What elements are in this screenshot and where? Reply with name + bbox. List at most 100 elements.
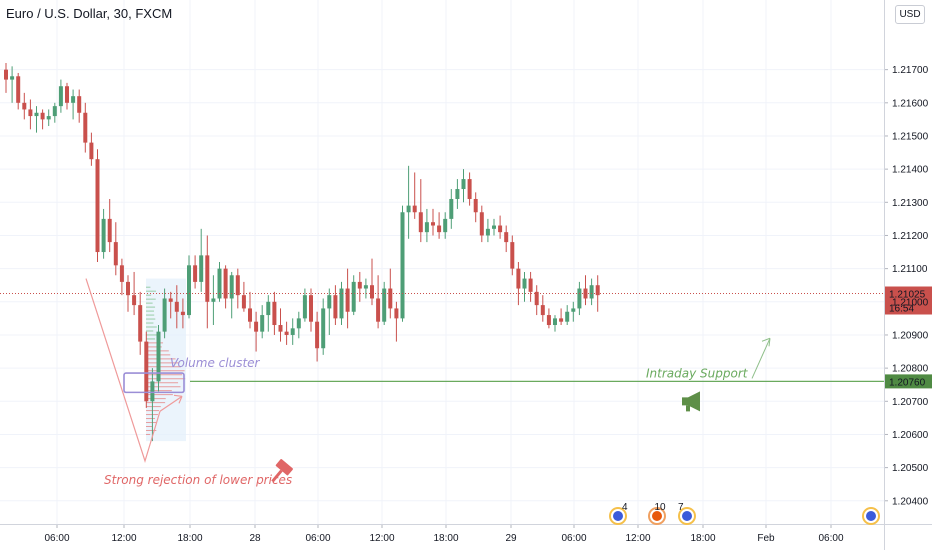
candle [229,271,234,319]
candle-body [479,212,484,236]
candle [400,205,405,322]
event-marker[interactable] [648,507,666,525]
candle [449,189,454,229]
candle-body [431,222,435,226]
event-marker[interactable] [862,507,880,525]
candle [412,172,417,219]
candle [71,89,76,120]
candle [180,298,185,329]
candle [119,258,124,296]
x-tick-label: 06:00 [305,533,330,544]
candle [315,311,320,362]
candle-body [260,315,265,332]
candle [138,291,143,355]
candle-body [235,275,240,296]
candle-body [522,278,527,289]
candle-body [193,265,198,282]
candle-body [333,295,338,319]
support-price-tag: 1.20760 [885,374,932,389]
candle-body [534,291,539,306]
candle-body [58,86,63,107]
candle-body [284,331,289,335]
candle-body [553,318,557,326]
event-marker[interactable] [678,507,696,525]
candle [406,165,411,239]
candle-body [546,315,551,326]
candle [290,318,295,345]
candle [528,271,533,302]
candle [534,285,539,316]
candle [571,301,576,322]
volume-cluster-label: Volume cluster [170,356,261,370]
candle-body [272,301,277,326]
candle-body [223,268,228,299]
candle-body [83,112,88,143]
rejection-label: Strong rejection of lower prices [104,473,292,487]
currency-button[interactable]: USD [895,5,925,24]
candle [327,288,332,335]
candle-body [113,242,118,266]
y-tick-label: 1.21700 [892,65,929,76]
countdown-tag-text: 16:54 [889,304,914,315]
candle [546,308,551,329]
candle [345,268,350,329]
candle [95,149,100,262]
candle-body [400,212,405,319]
candle-body [34,112,39,117]
candle [516,262,521,306]
candles [4,63,600,442]
candle-body [10,76,15,80]
y-tick-label: 1.20800 [892,364,929,375]
candle [46,109,51,127]
x-tick-label: 28 [249,533,261,544]
event-markers: 4 10 7 [609,502,880,525]
support-price-tag-bg [885,374,932,389]
candle-body [406,205,411,213]
candle-body [577,288,582,309]
candle-body [187,265,191,316]
y-tick-label: 1.20400 [892,496,929,507]
megaphone-icon [682,391,700,412]
candle [150,368,155,442]
x-tick-label: 18:00 [433,533,458,544]
candle-body [315,321,320,349]
candle [339,281,344,326]
event-marker[interactable] [609,507,627,525]
candle-body [4,69,8,80]
rejection-arrow [159,395,183,412]
candle-body [138,305,143,342]
candle-body [89,142,94,160]
event-badge: 10 [654,502,666,513]
candle-body [540,305,545,316]
candle [498,215,503,239]
candle-body [302,295,307,319]
candle-body [424,222,429,233]
y-tick-label: 1.21000 [892,297,929,308]
support-arrow [751,338,771,379]
candle-body [16,76,21,103]
y-tick-label: 1.20700 [892,397,929,408]
y-tick-label: 1.21100 [892,264,928,275]
event-badge: 4 [622,502,628,513]
candle-body [168,298,173,302]
candle [492,218,496,236]
candle [10,66,15,103]
candle [34,106,39,133]
candle-body [156,331,161,382]
support-arrow-head [761,337,771,347]
candle [461,169,466,203]
candle-body [461,179,466,190]
candle [443,212,448,239]
candle-body [321,308,326,349]
candle [126,275,130,312]
candle [193,255,198,289]
candle-body [382,288,387,322]
candle [187,255,191,319]
candle-body [241,295,246,309]
candle [382,281,387,326]
y-tick-label: 1.20500 [892,463,929,474]
candle-body [412,205,417,213]
candle-body [467,179,472,199]
